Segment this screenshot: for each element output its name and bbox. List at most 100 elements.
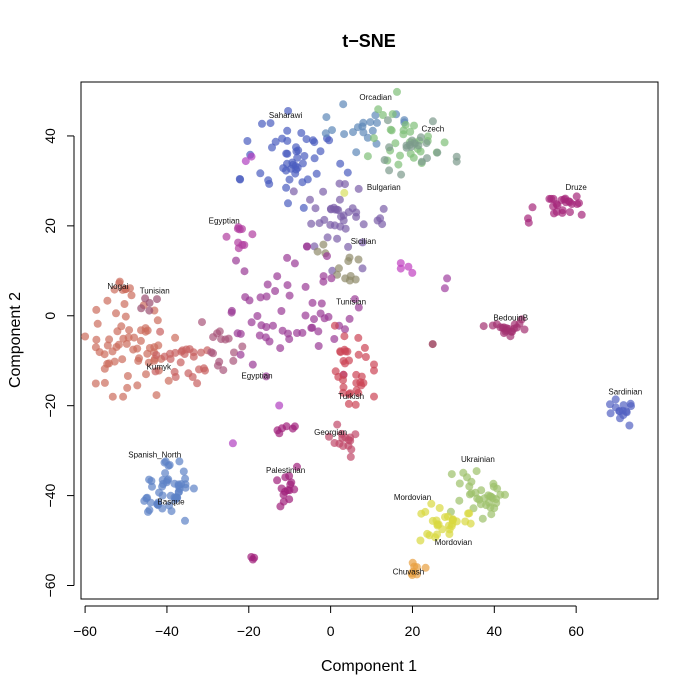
y-axis-title: Component 2 xyxy=(7,292,24,388)
scatter-point xyxy=(142,370,150,379)
scatter-point xyxy=(441,513,449,522)
scatter-point xyxy=(386,125,395,134)
scatter-point xyxy=(359,128,368,137)
scatter-point xyxy=(103,341,112,350)
scatter-point xyxy=(271,287,280,295)
scatter-point xyxy=(199,364,208,373)
scatter-point xyxy=(100,378,109,387)
population-label: Georgian xyxy=(314,428,347,437)
scatter-point xyxy=(170,493,179,502)
scatter-point xyxy=(265,337,274,346)
scatter-point xyxy=(245,296,254,305)
scatter-point xyxy=(140,496,149,505)
scatter-point xyxy=(264,176,273,185)
scatter-point xyxy=(440,284,449,293)
scatter-point xyxy=(363,133,372,142)
scatter-point xyxy=(572,192,581,201)
scatter-point xyxy=(283,281,292,290)
scatter-point xyxy=(289,187,298,196)
scatter-point xyxy=(269,321,277,330)
scatter-point xyxy=(298,328,307,337)
scatter-point xyxy=(127,291,136,300)
scatter-point xyxy=(473,494,482,503)
scatter-point xyxy=(182,345,191,354)
scatter-point xyxy=(105,335,114,344)
scatter-point xyxy=(154,341,163,350)
scatter-point xyxy=(232,256,240,265)
scatter-point xyxy=(92,305,101,314)
scatter-point xyxy=(222,232,231,241)
scatter-point xyxy=(161,469,170,478)
scatter-point xyxy=(273,476,282,485)
population-label: Egyptian xyxy=(241,372,272,381)
scatter-point xyxy=(126,284,134,293)
scatter-point xyxy=(275,401,284,410)
scatter-point xyxy=(465,509,474,518)
population-label: Saharawi xyxy=(269,111,303,120)
scatter-point xyxy=(517,315,526,324)
scatter-point xyxy=(276,344,285,353)
scatter-point xyxy=(277,307,286,315)
population-label: Mordovian xyxy=(394,493,431,502)
scatter-point xyxy=(330,335,339,343)
scatter-point xyxy=(299,203,308,212)
x-tick-label: 20 xyxy=(405,623,421,639)
scatter-point xyxy=(406,127,415,136)
scatter-point xyxy=(287,478,296,487)
scatter-point xyxy=(577,210,586,219)
scatter-point xyxy=(301,311,310,320)
scatter-point xyxy=(393,87,401,96)
scatter-point xyxy=(273,272,282,281)
scatter-point xyxy=(262,292,271,301)
scatter-point xyxy=(250,553,259,562)
scatter-point xyxy=(397,170,406,179)
scatter-point xyxy=(92,335,101,344)
scatter-point xyxy=(452,157,461,166)
scatter-point xyxy=(144,507,152,516)
population-label: Spanish_North xyxy=(128,450,181,459)
scatter-point xyxy=(431,533,440,542)
scatter-point xyxy=(197,348,205,357)
scatter-point xyxy=(351,400,360,409)
scatter-point xyxy=(91,379,100,388)
scatter-point xyxy=(241,157,250,166)
scatter-point xyxy=(606,409,615,418)
scatter-point xyxy=(350,295,359,304)
x-tick-label: −40 xyxy=(155,623,179,639)
scatter-point xyxy=(240,241,249,249)
scatter-point xyxy=(394,160,403,169)
scatter-point xyxy=(339,370,348,379)
population-label: Basque xyxy=(157,498,185,507)
scatter-point xyxy=(108,392,117,401)
scatter-point xyxy=(229,356,238,365)
scatter-point xyxy=(134,356,143,365)
scatter-point xyxy=(147,477,156,485)
scatter-point xyxy=(100,350,109,359)
scatter-point xyxy=(154,498,163,507)
scatter-point xyxy=(575,199,583,208)
scatter-point xyxy=(281,473,290,482)
scatter-point xyxy=(558,208,567,217)
scatter-point xyxy=(354,388,363,397)
scatter-point xyxy=(354,255,363,264)
scatter-point xyxy=(402,143,411,152)
scatter-point xyxy=(156,327,165,336)
y-axis: −60 −40 −20 0 20 40 xyxy=(42,128,75,597)
scatter-point xyxy=(167,507,176,516)
scatter-point xyxy=(322,113,331,122)
scatter-point xyxy=(443,274,452,283)
scatter-point xyxy=(339,100,348,109)
population-label: Kumyk xyxy=(147,363,172,372)
scatter-point xyxy=(346,452,355,461)
scatter-point xyxy=(110,357,119,366)
scatter-point xyxy=(119,334,128,343)
scatter-point xyxy=(164,376,173,385)
scatter-point xyxy=(300,152,309,160)
scatter-point xyxy=(408,268,417,277)
scatter-point xyxy=(313,247,322,256)
scatter-point xyxy=(171,333,180,342)
scatter-point xyxy=(352,148,361,157)
scatter-point xyxy=(224,334,233,343)
scatter-point xyxy=(302,242,311,251)
scatter-point xyxy=(181,516,189,525)
